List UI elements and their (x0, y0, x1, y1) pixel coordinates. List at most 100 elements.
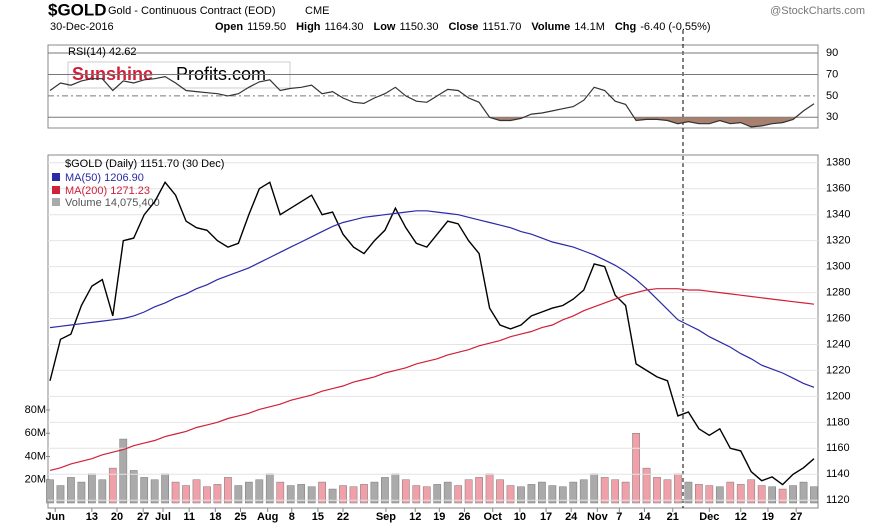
field-value: -6.40 (-0.55%) (640, 21, 710, 33)
x-tick-label: Jul (155, 511, 171, 523)
volume-bar (590, 473, 599, 504)
volume-bar (600, 477, 609, 504)
volume-bar (789, 485, 797, 504)
x-tick-label: 13 (86, 511, 98, 523)
volume-bar (464, 479, 473, 504)
volume-bar (527, 484, 536, 504)
y-tick-label: 1240 (826, 338, 850, 350)
y-tick-label: 40M (25, 450, 46, 462)
watermark: @StockCharts.com (770, 5, 865, 17)
legend-label: MA(50) 1206.90 (65, 172, 144, 184)
legend-swatch (52, 186, 60, 194)
field-value: 14.1M (574, 21, 605, 33)
y-tick-label: 60M (25, 427, 46, 439)
volume-bar (695, 484, 703, 504)
legend-label: MA(200) 1271.23 (65, 185, 150, 197)
volume-bar (161, 473, 169, 504)
y-tick-label: 1200 (826, 390, 850, 402)
volume-bar (276, 481, 285, 504)
y-tick-label: 30 (826, 111, 838, 123)
x-tick-label: 19 (433, 511, 445, 523)
x-tick-label: 11 (183, 511, 195, 523)
volume-bar (328, 488, 337, 504)
logo-text: Profits.com (176, 64, 266, 84)
field-value: 1150.30 (399, 21, 438, 33)
legend-label: Volume 14,075,400 (65, 197, 160, 209)
volume-bar (98, 479, 107, 504)
volume-bar (87, 473, 96, 504)
volume-bar (318, 481, 326, 504)
volume-bar (496, 479, 504, 504)
volume-bar (454, 485, 463, 504)
volume-bar (77, 481, 86, 504)
volume-bar (349, 486, 358, 504)
volume-bar (224, 477, 232, 504)
volume-bar (412, 485, 421, 504)
field-label: High (296, 21, 321, 33)
volume-bar (192, 479, 201, 504)
x-tick-label: Dec (699, 511, 719, 523)
x-tick-label: 18 (209, 511, 221, 523)
volume-bar (213, 484, 222, 504)
volume-bar (234, 485, 243, 504)
y-tick-label: 1300 (826, 261, 850, 273)
x-tick-label: 10 (514, 511, 526, 523)
x-tick-label: 8 (289, 511, 295, 523)
legend-swatch (52, 198, 60, 206)
field-label: Chg (615, 21, 636, 33)
x-tick-label: 27 (790, 511, 802, 523)
volume-bar (433, 484, 442, 504)
volume-bar (370, 481, 379, 504)
volume-bar (799, 481, 808, 504)
y-tick-label: 1160 (826, 442, 850, 454)
y-tick-label: 1180 (826, 416, 850, 428)
y-tick-label: 1280 (826, 286, 850, 298)
x-tick-label: Oct (484, 511, 503, 523)
field-value: 1159.50 (247, 21, 286, 33)
volume-bar (56, 485, 65, 504)
volume-bar (443, 481, 452, 504)
symbol: $GOLD (48, 0, 107, 19)
volume-bar (422, 486, 431, 504)
x-tick-label: Nov (587, 511, 609, 523)
x-tick-label: 12 (735, 511, 747, 523)
volume-bar (548, 485, 557, 504)
x-tick-label: 12 (409, 511, 421, 523)
field-value: 1164.30 (325, 21, 364, 33)
y-tick-label: 1320 (826, 235, 850, 247)
volume-bar (736, 484, 745, 504)
x-tick-label: 25 (234, 511, 246, 523)
volume-bar (244, 481, 253, 504)
y-tick-label: 70 (826, 68, 838, 80)
volume-bar (475, 477, 483, 504)
volume-bar (674, 473, 682, 504)
field-value: 1151.70 (482, 21, 521, 33)
series-line (49, 288, 815, 471)
instrument-name: Gold - Continuous Contract (EOD) (108, 5, 276, 17)
logo-box (67, 61, 291, 89)
volume-bar (391, 473, 400, 504)
x-tick-label: 22 (337, 511, 349, 523)
volume-bar (715, 486, 724, 504)
volume-bar (182, 485, 190, 504)
rsi-panel (47, 44, 819, 129)
volume-bar (506, 485, 515, 504)
volume-bar (757, 485, 766, 504)
field-label: Close (448, 21, 478, 33)
volume-bar (558, 486, 567, 504)
series-line (49, 75, 815, 128)
volume-bar (632, 433, 640, 504)
x-tick-label: 24 (565, 511, 578, 523)
legend-swatch (52, 173, 60, 181)
y-tick-label: 90 (826, 47, 838, 59)
volume-bar (67, 477, 75, 504)
x-tick-label: Sep (376, 511, 396, 523)
series-line (49, 210, 815, 388)
volume-bar (569, 481, 578, 504)
volume-bar (150, 479, 159, 504)
y-tick-label: 1220 (826, 364, 850, 376)
panel-title: RSI(14) 42.62 (68, 46, 136, 58)
y-tick-label: 1380 (826, 157, 850, 169)
volume-bar (140, 477, 149, 504)
